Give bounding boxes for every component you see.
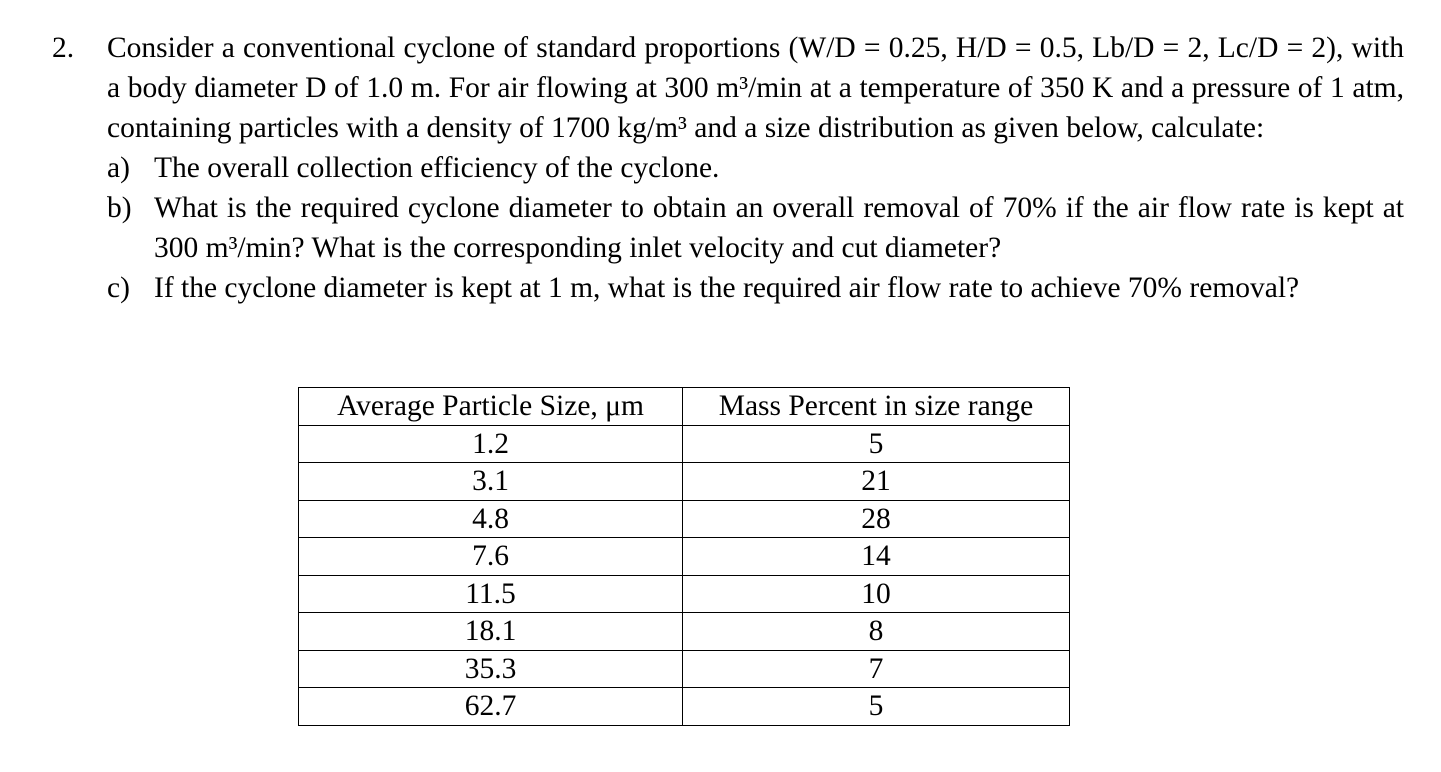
particle-size-cell: 62.7 (298, 687, 683, 726)
particle-size-cell: 11.5 (298, 574, 683, 613)
mass-percent-cell: 28 (682, 499, 1070, 538)
table-header-row: Average Particle Size, μm Mass Percent i… (298, 387, 1070, 426)
problem-parts: a) The overall collection efficiency of … (107, 148, 1404, 308)
particle-size-cell: 35.3 (298, 649, 683, 688)
mass-percent-cell: 10 (682, 574, 1070, 613)
mass-percent-cell: 8 (682, 612, 1070, 651)
particle-size-table: Average Particle Size, μm Mass Percent i… (298, 387, 1070, 726)
table-row: 62.7 5 (298, 687, 1070, 726)
mass-percent-cell: 14 (682, 537, 1070, 576)
mass-percent-cell: 5 (682, 687, 1070, 726)
table-row: 1.2 5 (298, 424, 1070, 463)
table-row: 18.1 8 (298, 612, 1070, 651)
problem-statement-block: 2. Consider a conventional cyclone of st… (52, 28, 1404, 148)
part-text: The overall collection efficiency of the… (154, 152, 720, 184)
table-row: 3.1 21 (298, 462, 1070, 501)
particle-size-cell: 18.1 (298, 612, 683, 651)
problem-statement: Consider a conventional cyclone of stand… (107, 32, 1404, 144)
particle-size-cell: 4.8 (298, 499, 683, 538)
mass-percent-cell: 7 (682, 649, 1070, 688)
part-letter: c) (107, 272, 130, 304)
part-text: What is the required cyclone diameter to… (154, 192, 1404, 264)
mass-percent-cell: 21 (682, 462, 1070, 501)
part-text: If the cyclone diameter is kept at 1 m, … (154, 272, 1300, 304)
part-letter: a) (107, 152, 130, 184)
part-a: a) The overall collection efficiency of … (107, 148, 1404, 188)
part-letter: b) (107, 192, 132, 224)
part-c: c) If the cyclone diameter is kept at 1 … (107, 268, 1404, 308)
header-particle-size: Average Particle Size, μm (298, 387, 683, 426)
header-mass-percent: Mass Percent in size range (682, 387, 1070, 426)
problem-number: 2. (52, 32, 75, 64)
table-row: 11.5 10 (298, 574, 1070, 613)
table-row: 7.6 14 (298, 537, 1070, 576)
part-b: b) What is the required cyclone diameter… (107, 188, 1404, 268)
table-row: 35.3 7 (298, 649, 1070, 688)
table-row: 4.8 28 (298, 499, 1070, 538)
problem-2: 2. Consider a conventional cyclone of st… (52, 28, 1404, 308)
particle-size-cell: 7.6 (298, 537, 683, 576)
particle-size-cell: 3.1 (298, 462, 683, 501)
mass-percent-cell: 5 (682, 424, 1070, 463)
particle-size-cell: 1.2 (298, 424, 683, 463)
